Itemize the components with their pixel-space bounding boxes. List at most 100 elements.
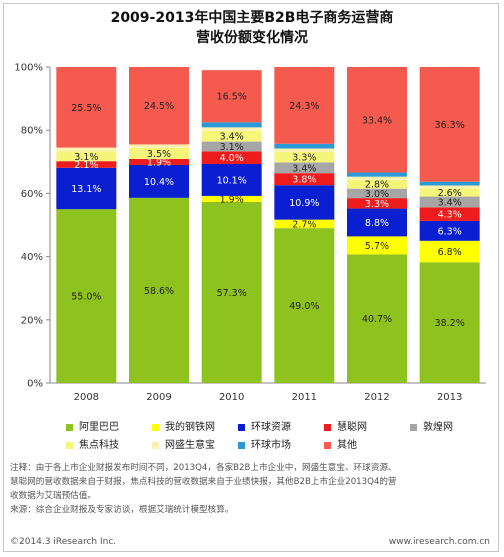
bar-segment [201, 151, 262, 165]
bar-segment [347, 198, 407, 209]
bar-segment [274, 173, 335, 186]
bar-segment [56, 67, 117, 148]
y-tick-label: 100% [14, 63, 43, 74]
data-label: 3.4% [438, 197, 462, 208]
data-label: 4.3% [438, 210, 462, 221]
legend-swatch [410, 423, 417, 431]
legend-swatch [238, 423, 245, 431]
site-url[interactable]: www.iresearch.com.cn [388, 537, 490, 547]
legend-label: 其他 [337, 440, 357, 451]
data-label: 16.5% [217, 92, 247, 103]
legend-label: 我的钢铁网 [165, 422, 215, 433]
bar-segment [201, 201, 262, 383]
data-label: 24.3% [289, 101, 319, 112]
bar-segment [56, 151, 117, 162]
data-label: 3.3% [365, 199, 389, 210]
chart-title: 2009-2013年中国主要B2B电子商务运营商 营收份额变化情况 [0, 8, 504, 48]
data-label: 5.7% [365, 241, 389, 252]
x-tick-label: 2011 [292, 392, 317, 403]
bar-segment [201, 141, 262, 152]
bar-segment [347, 188, 407, 199]
legend-swatch [324, 441, 331, 449]
chart-frame [3, 3, 499, 552]
data-label: 55.0% [71, 292, 101, 303]
bar-segment [56, 209, 117, 383]
copyright: ©2014.3 iResearch Inc. [10, 537, 117, 547]
note-line-3: 收数据为艾瑞预估值。 [10, 491, 96, 501]
x-tick-label: 2010 [219, 392, 244, 403]
bar-segment [56, 147, 117, 152]
bar-segment [274, 148, 335, 153]
bar-segment [419, 188, 480, 197]
y-tick-label: 0% [27, 379, 43, 390]
bar-segment [201, 127, 262, 131]
title-line-1: 2009-2013年中国主要B2B电子商务运营商 [110, 10, 394, 26]
notes: 注释：由于各上市企业财报发布时间不同，2013Q4，各家B2B上市企业中，网盛生… [10, 461, 496, 517]
bar-segment [201, 130, 262, 142]
data-label: 33.4% [362, 115, 392, 126]
bar-segment [129, 158, 189, 165]
legend-item: 阿里巴巴 [66, 418, 119, 433]
bar-segment [274, 162, 335, 174]
note-line-1: 注释：由于各上市企业财报发布时间不同，2013Q4，各家B2B上市企业中，网盛生… [10, 463, 397, 473]
legend-swatch [324, 423, 331, 431]
bar-segment [274, 152, 335, 163]
bar-segment [347, 172, 407, 177]
legend-item: 环球资源 [238, 418, 291, 433]
data-label: 38.2% [435, 318, 465, 329]
bar-segment [56, 161, 117, 168]
data-label: 25.5% [71, 103, 101, 114]
bar-segment [419, 67, 480, 182]
legend-item: 网盛生意宝 [152, 436, 215, 451]
legend-swatch [66, 441, 73, 449]
data-label: 4.0% [220, 153, 244, 164]
bar-segment [129, 197, 189, 383]
legend-label: 焦点科技 [79, 440, 119, 451]
data-label: 2.7% [292, 219, 316, 230]
bar-segment [201, 70, 262, 123]
bar-segment [347, 254, 407, 383]
bar-segment [419, 262, 480, 383]
data-label: 3.8% [292, 175, 316, 186]
legend-label: 敦煌网 [423, 422, 453, 433]
data-label: 24.5% [144, 101, 174, 112]
bar-segment [347, 176, 407, 180]
data-label: 10.4% [144, 177, 174, 188]
bar-segment [419, 185, 480, 189]
data-label: 3.1% [220, 142, 244, 153]
y-tick-label: 20% [21, 315, 43, 326]
data-label: 6.8% [438, 247, 462, 258]
data-label: 57.3% [217, 288, 247, 299]
bar-segment [419, 240, 480, 263]
bar-segment [419, 220, 480, 241]
bar-segment [347, 179, 407, 189]
legend-label: 环球市场 [251, 440, 291, 451]
bar-segment [419, 196, 480, 208]
bar-segment [274, 228, 335, 383]
data-label: 1.9% [147, 157, 171, 168]
data-label: 58.6% [144, 286, 174, 297]
legend-item: 敦煌网 [410, 418, 453, 433]
data-label: 3.3% [292, 153, 316, 164]
legend-swatch [152, 423, 159, 431]
bar-segment [129, 144, 189, 148]
bar-segment [274, 185, 335, 220]
data-label: 36.3% [435, 120, 465, 131]
legend-item: 焦点科技 [66, 436, 119, 451]
data-label: 2.6% [438, 188, 462, 199]
data-label: 3.4% [220, 132, 244, 143]
x-tick-label: 2013 [437, 392, 462, 403]
bar-segment [56, 167, 117, 210]
legend-swatch [152, 441, 159, 449]
data-label: 8.8% [365, 218, 389, 229]
bar-segment [347, 67, 407, 173]
legend-swatch [238, 441, 245, 449]
bar-segment [347, 208, 407, 237]
stacked-bar-chart: 0%20%40%60%80%100%55.0%13.1%2.1%3.1%25.5… [14, 63, 486, 403]
title-line-2: 营收份额变化情况 [196, 30, 308, 46]
data-label: 3.1% [74, 152, 98, 163]
data-label: 10.1% [217, 175, 247, 186]
data-label: 6.3% [438, 226, 462, 237]
legend-label: 阿里巴巴 [79, 422, 119, 433]
x-tick-label: 2009 [146, 392, 171, 403]
